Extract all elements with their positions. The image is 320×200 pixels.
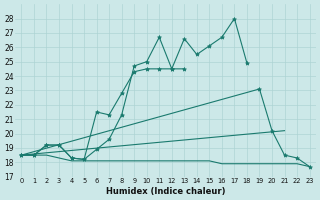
X-axis label: Humidex (Indice chaleur): Humidex (Indice chaleur) [106,187,225,196]
